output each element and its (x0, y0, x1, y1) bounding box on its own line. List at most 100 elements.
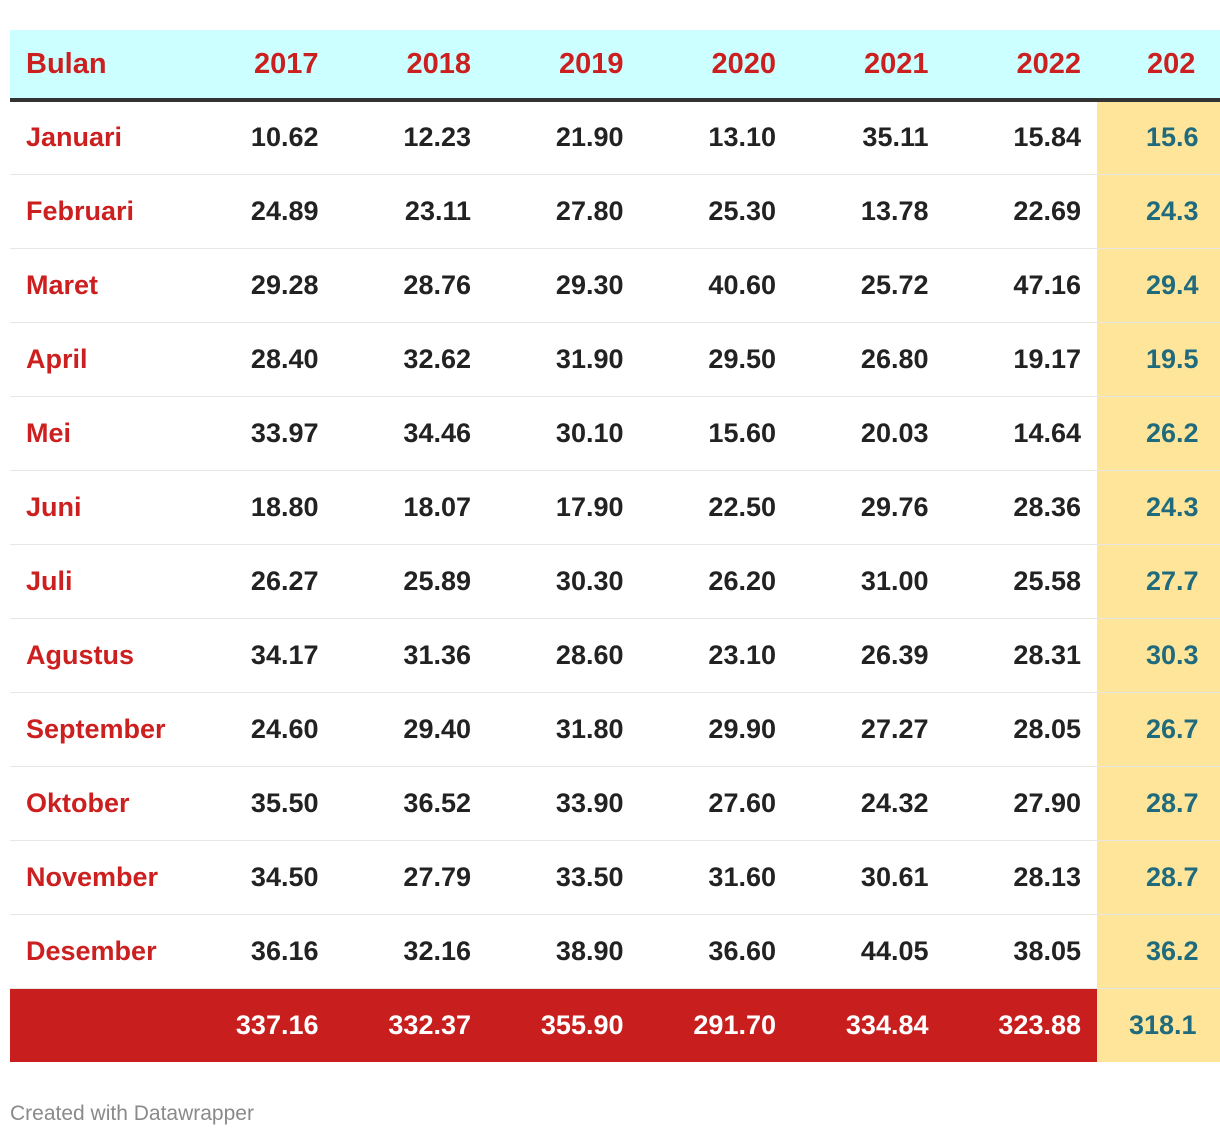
value-cell: 28.76 (334, 248, 487, 323)
value-cell: 24.89 (182, 174, 335, 249)
highlighted-value-cell: 30.3 (1097, 618, 1220, 693)
value-cell: 19.17 (944, 322, 1097, 397)
value-cell: 27.79 (334, 840, 487, 915)
value-cell: 26.20 (639, 544, 792, 619)
value-cell: 29.30 (487, 248, 640, 323)
value-cell: 38.05 (944, 914, 1097, 989)
column-header-year: 202 (1097, 30, 1220, 102)
highlighted-value-cell: 28.7 (1097, 840, 1220, 915)
value-cell: 26.80 (792, 322, 945, 397)
value-cell: 23.11 (334, 174, 487, 249)
month-label: November (10, 840, 182, 915)
value-cell: 36.60 (639, 914, 792, 989)
total-cell: 337.16 (182, 988, 335, 1062)
value-cell: 31.80 (487, 692, 640, 767)
value-cell: 18.80 (182, 470, 335, 545)
value-cell: 34.46 (334, 396, 487, 471)
table-row: Maret 29.28 28.76 29.30 40.60 25.72 47.16 29.4 (10, 248, 1220, 323)
value-cell: 44.05 (792, 914, 945, 989)
value-cell: 34.17 (182, 618, 335, 693)
value-cell: 34.50 (182, 840, 335, 915)
value-cell: 28.13 (944, 840, 1097, 915)
month-label: Januari (10, 100, 182, 175)
column-header-year: 2017 (182, 30, 335, 102)
table-row: Mei 33.97 34.46 30.10 15.60 20.03 14.64 26.2 (10, 396, 1220, 471)
value-cell: 22.50 (639, 470, 792, 545)
total-cell: 334.84 (792, 988, 945, 1062)
month-label: Mei (10, 396, 182, 471)
column-header-year: 2020 (639, 30, 792, 102)
rainfall-table: Bulan 2017 2018 2019 2020 2021 2022 202 Januari… (10, 30, 1220, 1062)
table-row: Juni 18.80 18.07 17.90 22.50 29.76 28.36 24.3 (10, 470, 1220, 545)
month-label: Agustus (10, 618, 182, 693)
total-cell: 323.88 (944, 988, 1097, 1062)
value-cell: 27.60 (639, 766, 792, 841)
highlighted-total-cell: 318.1 (1097, 988, 1220, 1062)
column-header-year: 2018 (334, 30, 487, 102)
highlighted-value-cell: 26.2 (1097, 396, 1220, 471)
value-cell: 13.78 (792, 174, 945, 249)
value-cell: 25.72 (792, 248, 945, 323)
value-cell: 18.07 (334, 470, 487, 545)
value-cell: 36.16 (182, 914, 335, 989)
value-cell: 14.64 (944, 396, 1097, 471)
value-cell: 36.52 (334, 766, 487, 841)
value-cell: 25.30 (639, 174, 792, 249)
value-cell: 28.60 (487, 618, 640, 693)
highlighted-value-cell: 15.6 (1097, 100, 1220, 175)
value-cell: 23.10 (639, 618, 792, 693)
table-row: Desember 36.16 32.16 38.90 36.60 44.05 38.05 36… (10, 914, 1220, 989)
value-cell: 35.11 (792, 100, 945, 175)
table-body: Januari 10.62 12.23 21.90 13.10 35.11 15.84 15.… (10, 100, 1220, 1062)
total-row: 337.16 332.37 355.90 291.70 334.84 323.88 318.… (10, 988, 1220, 1062)
value-cell: 35.50 (182, 766, 335, 841)
table-row: November 34.50 27.79 33.50 31.60 30.61 28.13 28… (10, 840, 1220, 915)
value-cell: 33.90 (487, 766, 640, 841)
value-cell: 31.00 (792, 544, 945, 619)
month-label: Oktober (10, 766, 182, 841)
table-row: Agustus 34.17 31.36 28.60 23.10 26.39 28.31 30.… (10, 618, 1220, 693)
value-cell: 47.16 (944, 248, 1097, 323)
highlighted-value-cell: 36.2 (1097, 914, 1220, 989)
value-cell: 25.58 (944, 544, 1097, 619)
month-label: Desember (10, 914, 182, 989)
data-table-container: Bulan 2017 2018 2019 2020 2021 2022 202 Januari… (10, 30, 1220, 1062)
highlighted-value-cell: 24.3 (1097, 174, 1220, 249)
total-cell: 355.90 (487, 988, 640, 1062)
value-cell: 28.40 (182, 322, 335, 397)
value-cell: 27.80 (487, 174, 640, 249)
value-cell: 28.05 (944, 692, 1097, 767)
column-header-year: 2019 (487, 30, 640, 102)
value-cell: 17.90 (487, 470, 640, 545)
table-row: April 28.40 32.62 31.90 29.50 26.80 19.17 19.5 (10, 322, 1220, 397)
table-header-row: Bulan 2017 2018 2019 2020 2021 2022 202 (10, 30, 1220, 102)
value-cell: 31.90 (487, 322, 640, 397)
highlighted-value-cell: 29.4 (1097, 248, 1220, 323)
month-label: Februari (10, 174, 182, 249)
month-label: April (10, 322, 182, 397)
highlighted-value-cell: 28.7 (1097, 766, 1220, 841)
column-header-month: Bulan (10, 30, 182, 102)
table-row: Oktober 35.50 36.52 33.90 27.60 24.32 27.90 28.… (10, 766, 1220, 841)
value-cell: 30.61 (792, 840, 945, 915)
value-cell: 30.10 (487, 396, 640, 471)
value-cell: 25.89 (334, 544, 487, 619)
highlighted-value-cell: 26.7 (1097, 692, 1220, 767)
table-row: Februari 24.89 23.11 27.80 25.30 13.78 22.69 24… (10, 174, 1220, 249)
value-cell: 27.27 (792, 692, 945, 767)
value-cell: 22.69 (944, 174, 1097, 249)
value-cell: 29.40 (334, 692, 487, 767)
value-cell: 20.03 (792, 396, 945, 471)
value-cell: 32.62 (334, 322, 487, 397)
value-cell: 28.31 (944, 618, 1097, 693)
highlighted-value-cell: 19.5 (1097, 322, 1220, 397)
value-cell: 26.27 (182, 544, 335, 619)
table-row: September 24.60 29.40 31.80 29.90 27.27 28.05 2… (10, 692, 1220, 767)
month-label: Juli (10, 544, 182, 619)
value-cell: 24.32 (792, 766, 945, 841)
column-header-year: 2022 (944, 30, 1097, 102)
value-cell: 28.36 (944, 470, 1097, 545)
value-cell: 29.50 (639, 322, 792, 397)
value-cell: 40.60 (639, 248, 792, 323)
value-cell: 13.10 (639, 100, 792, 175)
